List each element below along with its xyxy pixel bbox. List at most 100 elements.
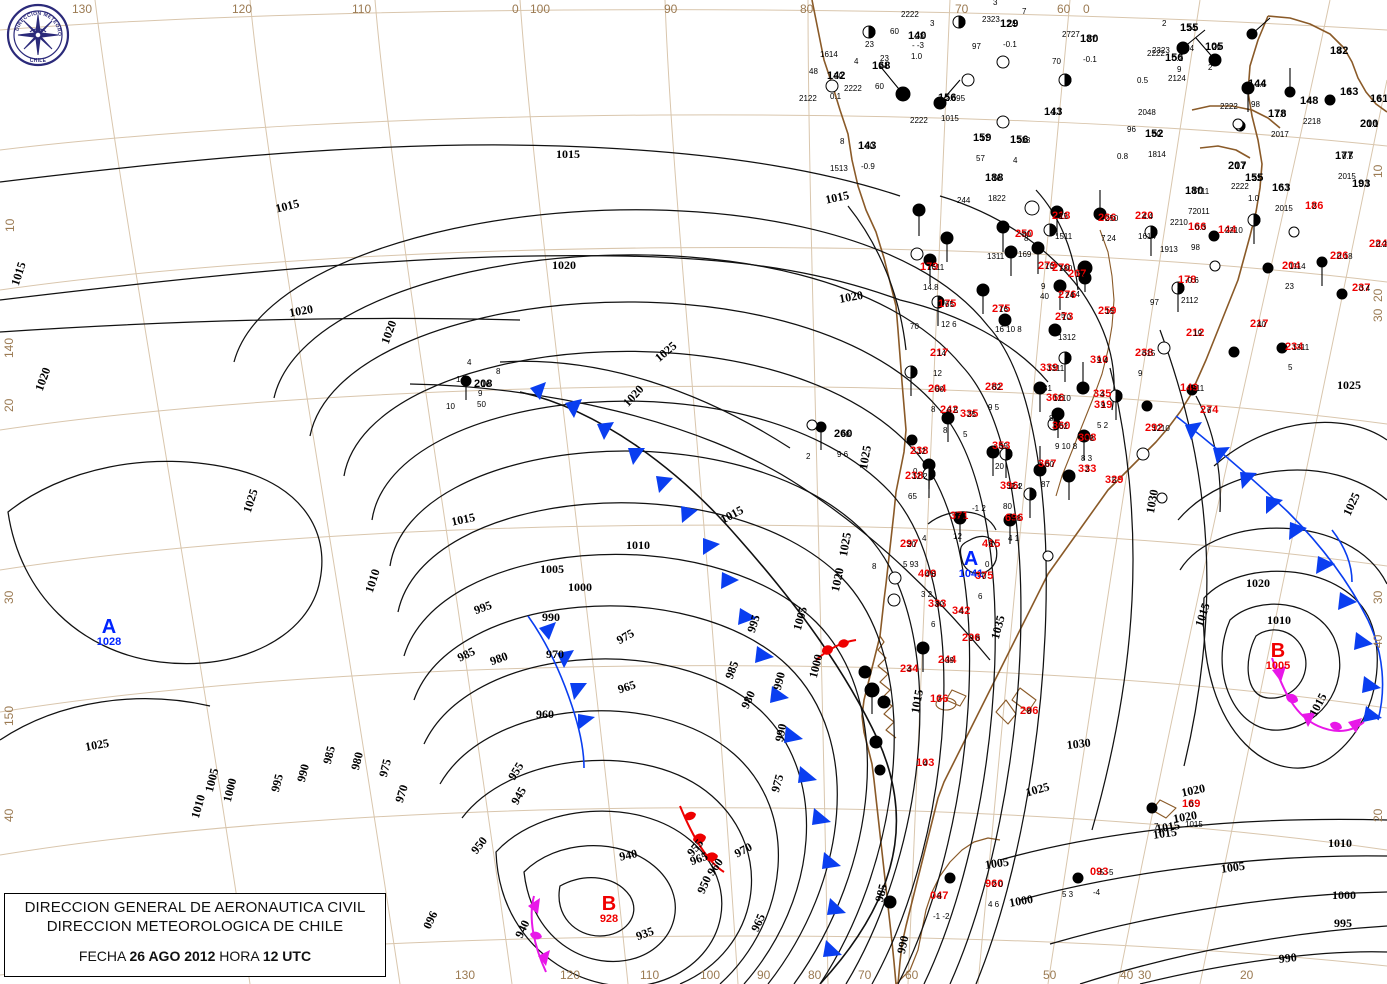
station-datum: 3 [993, 0, 998, 7]
station-pressure: 168 [872, 60, 891, 72]
station-datum: - -3 [912, 41, 924, 50]
station-datum: -0.1 [1083, 55, 1097, 64]
station-datum: 65 [999, 442, 1008, 451]
station-datum: 60 [1045, 460, 1054, 469]
station-datum: 25 [967, 410, 976, 419]
station-plot: 182 4 [1330, 45, 1348, 57]
station-plot: 238 12 0 [910, 445, 928, 476]
cold-front-atlantic [1175, 415, 1384, 722]
station-plot: 244 39 [938, 654, 956, 666]
pressure-center-value: 1005 [1265, 660, 1291, 672]
station-plot: 143 60 -0.9 1513 8 [830, 137, 876, 173]
station-pressure: 177 [1335, 150, 1354, 162]
station-datum: 8 3 [1081, 454, 1093, 463]
isobar-label: 1015 [556, 147, 580, 161]
graticule-label-top: 0 [1083, 2, 1090, 16]
station-pressure: 275 [992, 303, 1011, 315]
station-datum: 2222 [901, 10, 919, 19]
station-datum: 2112 [1181, 296, 1199, 305]
station-pressure: 270 [1052, 262, 1071, 274]
station-pressure: 182 [1330, 45, 1349, 57]
station-plot: 339 1311 31 [1040, 362, 1064, 393]
station-datum: 5 [1288, 363, 1293, 372]
station-datum: 7 4 [1010, 482, 1022, 491]
station-datum: 7 [937, 695, 942, 704]
station-datum: 98 [1191, 243, 1200, 252]
station-pressure: 193 [1352, 178, 1371, 190]
station-pressure: 329 [1105, 474, 1124, 486]
warm-front-pacific [679, 639, 857, 873]
station-plot: 696 58 4 1 [1005, 512, 1023, 543]
isobar-label: 1000 [1332, 888, 1356, 902]
station-pressure: 224 [1369, 238, 1387, 250]
station-datum: 72011 [1188, 207, 1210, 216]
pressure-center-low: B 928 [589, 893, 629, 925]
graticule-label-top: 100 [530, 2, 551, 16]
station-datum: -1 2 [972, 504, 986, 513]
station-datum: 0.7 [1279, 184, 1291, 193]
station-pressure: 360 [1052, 420, 1071, 432]
station-datum: 1614 [820, 50, 838, 59]
station-datum: 8 [937, 892, 942, 901]
station-datum: 7 [1154, 822, 1159, 831]
isobar-label: 970 [546, 647, 564, 661]
station-datum: 9 [1041, 282, 1046, 291]
station-plot: 333 2 [1078, 463, 1096, 475]
station-pressure: 333 [1078, 463, 1097, 475]
station-plot: 260 98 9 6 2 [806, 428, 852, 461]
station-plot: 267 18 14 40 [1040, 268, 1086, 301]
station-datum: 98 [841, 430, 850, 439]
graticule-label-top: 0 [512, 2, 519, 16]
pressure-center-symbol: B [601, 893, 617, 915]
station-plot: 217 40 [1250, 318, 1268, 330]
station-datum: 1.0 [1275, 110, 1287, 119]
station-datum: 60 [875, 82, 884, 91]
station-datum: 2 [806, 452, 811, 461]
station-plot: 360 62 9 10 8 [1052, 420, 1077, 451]
station-datum: 2323 [982, 15, 1000, 24]
station-datum: 29 [1212, 43, 1221, 52]
station-plot: 168 24 60 2222 4 23 [844, 40, 891, 93]
station-datum: 4 6 [988, 900, 1000, 909]
station-datum: 17 [980, 134, 989, 143]
occluded-front-southwest [528, 895, 550, 973]
station-datum: 1.1 [1367, 120, 1379, 129]
station-plot: 353 65 20 [992, 440, 1010, 471]
station-plot: 103 4 [916, 757, 934, 769]
station-datum: 244 [957, 196, 971, 205]
station-plot: 204 1114 23 [1282, 260, 1306, 291]
station-datum: 6 5 [947, 406, 959, 415]
graticule-label-bottom: 120 [560, 968, 581, 982]
station-pressure: 333 [928, 598, 947, 610]
station-datum: 65 [945, 300, 954, 309]
station-datum: 9 [1138, 369, 1143, 378]
station-plot: 960 2 0 4 6 [985, 878, 1003, 909]
station-datum: 5 2 [1097, 421, 1109, 430]
station-plot: 366 1210 8 [1046, 392, 1071, 423]
station-datum: 2222 [1220, 102, 1238, 111]
station-datum: 14 [456, 375, 465, 384]
station-datum: 4 [1337, 47, 1342, 56]
station-datum: 3 [1347, 88, 1352, 97]
station-pressure: 200 [1360, 118, 1379, 130]
station-datum: 8 [931, 405, 936, 414]
pressure-center-symbol: A [101, 616, 117, 638]
station-datum: 16 [481, 380, 490, 389]
graticule-label-bottom: 70 [858, 968, 872, 982]
station-datum: 14 [937, 349, 946, 358]
station-datum: 4 [907, 665, 912, 674]
station-datum: 23 [865, 40, 874, 49]
station-plot: 193 0.7 [1352, 178, 1370, 190]
station-pressure: 218 [1052, 210, 1071, 222]
station-datum: 20 [907, 540, 916, 549]
station-datum: 5 [1112, 476, 1117, 485]
station-pressure: 217 [930, 347, 949, 359]
station-plot: 178 -0.6 2112 97 [1150, 274, 1199, 307]
graticule-label-bottom: 60 [905, 968, 919, 982]
station-pressure: 186 [1305, 200, 1324, 212]
pressure-center-value: 1041 [958, 568, 984, 580]
station-pressure: 047 [930, 890, 949, 902]
isobar-label: 995 [1334, 916, 1352, 930]
